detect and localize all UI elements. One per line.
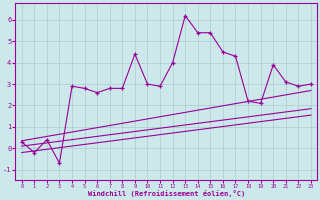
X-axis label: Windchill (Refroidissement éolien,°C): Windchill (Refroidissement éolien,°C): [88, 190, 245, 197]
